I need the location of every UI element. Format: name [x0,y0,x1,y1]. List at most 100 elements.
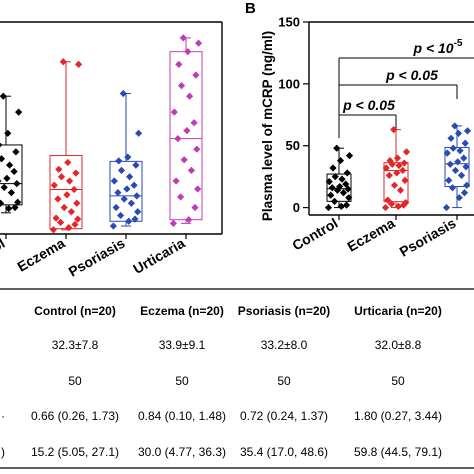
data-point [447,134,455,142]
box-iqr [49,155,83,230]
data-point [172,177,180,185]
data-point [385,171,393,180]
data-point [345,152,354,160]
data-point [184,48,192,56]
data-point [194,185,202,193]
data-point [329,164,337,172]
p-value-label: p < 10-5 [413,38,463,56]
data-point [135,129,143,137]
data-point [74,215,82,223]
data-point [449,144,457,152]
data-point [67,208,75,216]
data-point [170,108,178,116]
data-point [336,182,344,191]
data-point [394,202,402,210]
data-point [49,226,57,234]
data-point [0,183,8,191]
data-point [0,199,5,207]
data-point [5,204,13,213]
data-point [342,201,351,209]
category-tick-label: Control [289,215,340,254]
data-point [52,214,60,222]
data-point [400,159,408,167]
data-point [191,203,199,212]
y-tick-label: 100 [278,76,300,91]
data-point [446,160,454,168]
data-point [130,181,138,189]
category-tick-label: Psoriasis [66,235,128,280]
data-point [190,119,198,127]
data-point [399,166,407,175]
p-value-text: p < 10 [413,40,454,56]
data-point [114,189,122,197]
data-point [180,156,188,164]
data-point [75,60,83,68]
data-point [387,200,396,208]
table-column-header: Eczema (n=20) [140,304,224,318]
data-point [448,184,457,192]
data-point [55,165,63,173]
panel-b-y-axis-label: Plasma level of mCRP (ng/ml) [260,31,275,221]
summary-table: Control (n=20) Eczema (n=20) Psoriasis (n=… [0,288,474,469]
data-point [454,129,463,137]
table-row-stub: ) [1,445,5,459]
data-point [451,122,459,130]
data-point [339,189,348,197]
data-point [0,92,7,100]
data-point [460,154,468,162]
data-point [390,181,399,189]
data-point [460,189,469,197]
data-point [10,167,18,176]
data-point [115,157,123,165]
data-point [6,161,14,169]
data-point [73,199,81,207]
data-point [57,173,66,181]
data-point [177,82,186,90]
data-point [112,203,120,212]
panel-b-chart: B Plasma level of mCRP (ng/ml) 0 50 100 150… [245,0,474,260]
data-point [133,192,141,200]
table-column-header: Control (n=20) [34,304,116,318]
data-point [50,181,58,189]
data-point [110,177,118,185]
data-point [12,148,20,156]
data-point [330,197,339,205]
data-point [169,219,177,227]
table-cell: 0.72 (0.24, 1.37) [240,409,328,423]
data-point [71,220,79,229]
y-tick-label: 0 [293,200,300,215]
p-value-text: p < 0.05 [385,67,438,83]
data-point [393,169,401,177]
data-point [7,189,15,197]
y-tick-label: 50 [286,138,300,153]
data-point [72,169,80,177]
data-point [185,216,193,224]
data-point [177,193,185,201]
data-point [445,176,453,184]
data-point [64,158,72,167]
table-cell: 33.9±9.1 [159,338,206,352]
data-point [342,180,350,188]
table-column-header: Psoriasis (n=20) [238,304,330,318]
data-point [134,208,142,216]
data-point [463,181,471,189]
data-point [456,147,464,155]
data-point [187,166,195,174]
data-point [0,142,3,148]
table-row-stub: · [1,409,5,423]
data-point [11,203,19,212]
data-point [14,198,22,206]
data-point [457,171,466,180]
category-tick-label: Urticaria [130,235,187,277]
table-cell: 32.0±8.8 [375,338,422,352]
data-point [66,177,74,185]
data-point [175,60,183,68]
p-value-label: p < 0.05 [342,97,395,113]
data-point [3,174,11,182]
category-tick-label: Eczema [14,235,67,275]
data-point [393,154,402,162]
y-tick-label: 150 [278,15,300,30]
p-value-label: p < 0.05 [385,67,438,83]
data-point [454,158,462,166]
